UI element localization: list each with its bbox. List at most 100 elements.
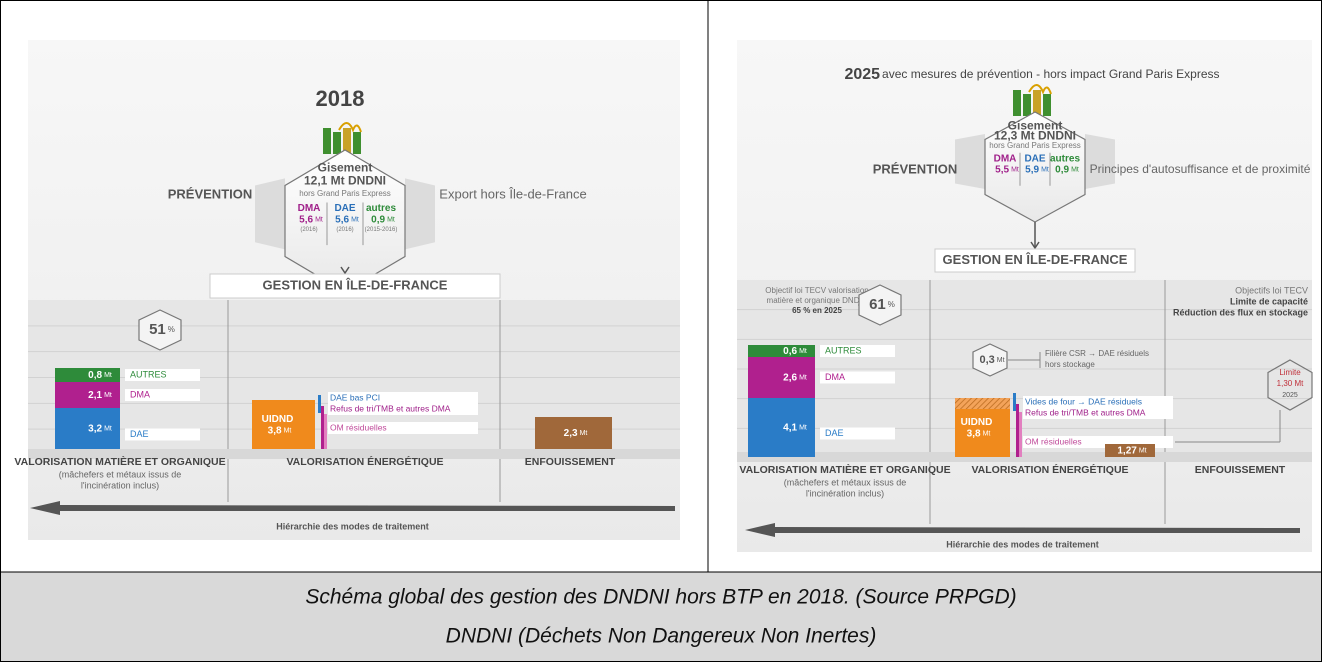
arrow-head bbox=[340, 266, 350, 275]
rate-value: 61% bbox=[869, 296, 895, 313]
stack-label: DAE bbox=[130, 429, 149, 439]
hierarchy-label: Hiérarchie des modes de traitement bbox=[276, 521, 429, 531]
rate-value-part: % bbox=[888, 300, 895, 309]
stack-value-part: Mt bbox=[104, 392, 112, 399]
part-value-part: Mt bbox=[387, 216, 395, 223]
part-value: 5,6 Mt bbox=[299, 214, 323, 225]
gisement-note: hors Grand Paris Express bbox=[299, 189, 391, 198]
energy-stripe bbox=[318, 395, 321, 413]
part-value-part: Mt bbox=[315, 216, 323, 223]
energy-stripe bbox=[1016, 404, 1019, 457]
column-note: (mâchefers et métaux issus de bbox=[784, 477, 907, 487]
part-value-part: 5,6 bbox=[335, 214, 349, 225]
part-note: (2016) bbox=[336, 227, 353, 233]
stack-label-box bbox=[125, 428, 200, 441]
landfill-value-part: Mt bbox=[1139, 447, 1147, 454]
stack-value: 0,6 Mt bbox=[783, 346, 807, 357]
stack-segment bbox=[748, 398, 815, 457]
side-label: Export hors Île-de-France bbox=[439, 186, 586, 201]
side-band bbox=[955, 134, 985, 189]
gisement-note: hors Grand Paris Express bbox=[989, 141, 1081, 150]
uidnd-name: UIDND bbox=[262, 414, 294, 425]
rate-value: 51% bbox=[149, 321, 175, 338]
rate-value-part: % bbox=[168, 325, 175, 334]
stack-value: 2,6 Mt bbox=[783, 372, 807, 383]
stack-segment bbox=[55, 368, 120, 382]
landfill-value: 2,3 Mt bbox=[564, 428, 588, 439]
objective-right: Objectifs loi TECV bbox=[1235, 285, 1308, 295]
stack-label: DMA bbox=[130, 389, 150, 399]
stack-label-box bbox=[125, 369, 200, 381]
objective-left: Objectif loi TECV valorisation bbox=[765, 286, 868, 295]
stack-value-part: 0,6 bbox=[783, 346, 797, 357]
objective-left: 65 % en 2025 bbox=[792, 306, 842, 315]
stack-value: 0,8 Mt bbox=[88, 370, 112, 381]
rate-value-part: 51 bbox=[149, 321, 166, 338]
energy-label: DAE bas PCI bbox=[330, 392, 380, 402]
factory-icon bbox=[333, 132, 341, 154]
rate-hexagon bbox=[138, 309, 182, 351]
uidnd-name: UIDND bbox=[961, 417, 993, 428]
uidnd-value: 3,8 Mt bbox=[967, 428, 991, 439]
energy-label-box bbox=[328, 422, 478, 434]
part-name: DAE bbox=[1024, 153, 1045, 164]
part-value-part: Mt bbox=[1071, 167, 1079, 174]
stack-value-part: Mt bbox=[799, 374, 807, 381]
factory-icon bbox=[343, 128, 351, 154]
rate-value-part: 61 bbox=[869, 296, 886, 313]
stack-segment bbox=[55, 408, 120, 449]
uidnd-hatch bbox=[955, 398, 1010, 409]
stack-label: AUTRES bbox=[825, 345, 862, 355]
part-value-part: Mt bbox=[351, 216, 359, 223]
column-label: VALORISATION ÉNERGÉTIQUE bbox=[971, 463, 1128, 476]
part-name: DMA bbox=[298, 203, 321, 214]
stack-label-box bbox=[820, 427, 895, 440]
csr-text: Filière CSR → DAE résiduels bbox=[1045, 349, 1149, 358]
caption-line: Schéma global des gestion des DNDNI hors… bbox=[305, 586, 1016, 609]
gestion-box bbox=[934, 248, 1136, 273]
part-note: (2016) bbox=[300, 227, 317, 233]
hierarchy-label: Hiérarchie des modes de traitement bbox=[946, 539, 1099, 549]
part-value: 5,9 Mt bbox=[1025, 164, 1049, 175]
stack-label-box bbox=[125, 389, 200, 401]
caption-cell bbox=[0, 572, 1322, 662]
gisement-amount: 12,3 Mt DNDNI bbox=[994, 128, 1076, 142]
prevention-label: PRÉVENTION bbox=[168, 186, 253, 201]
stack-label: DAE bbox=[825, 428, 844, 438]
gisement-title: Gisement bbox=[318, 161, 373, 175]
column-note: l'incinération inclus) bbox=[81, 480, 159, 490]
uidnd-value-part: Mt bbox=[284, 427, 292, 434]
part-value: 0,9 Mt bbox=[1055, 164, 1079, 175]
side-label: Principes d'autosuffisance et de proximi… bbox=[1090, 162, 1311, 176]
stack-segment bbox=[748, 357, 815, 398]
stack-value-part: 2,6 bbox=[783, 372, 797, 383]
part-name: autres bbox=[1050, 153, 1080, 164]
csr-value-part: 0,3 bbox=[979, 354, 994, 366]
objective-right: Réduction des flux en stockage bbox=[1173, 307, 1308, 317]
factory-icon bbox=[353, 132, 361, 154]
column-label: VALORISATION MATIÈRE ET ORGANIQUE bbox=[14, 455, 225, 468]
factory-icon bbox=[323, 128, 331, 154]
base-strip bbox=[737, 452, 1312, 462]
factory-icon bbox=[1043, 94, 1051, 116]
uidnd-value-part: Mt bbox=[983, 430, 991, 437]
energy-stripe bbox=[1019, 412, 1022, 457]
column-note: (mâchefers et métaux issus de bbox=[59, 469, 182, 479]
stack-value-part: Mt bbox=[104, 425, 112, 432]
stack-value-part: Mt bbox=[104, 372, 112, 379]
side-band bbox=[405, 178, 435, 250]
part-value-part: Mt bbox=[1011, 167, 1019, 174]
part-name: DMA bbox=[994, 153, 1017, 164]
hierarchy-arrow bbox=[745, 523, 1300, 537]
stack-value-part: 4,1 bbox=[783, 422, 797, 433]
column-label: VALORISATION ÉNERGÉTIQUE bbox=[286, 455, 443, 468]
energy-stripe bbox=[321, 406, 324, 449]
part-note: (2015-2016) bbox=[365, 227, 398, 233]
uidnd-value-part: 3,8 bbox=[268, 425, 282, 436]
part-value: 5,6 Mt bbox=[335, 214, 359, 225]
stack-value-part: 0,8 bbox=[88, 370, 102, 381]
caption-line: DNDNI (Déchets Non Dangereux Non Inertes… bbox=[446, 625, 877, 648]
side-band bbox=[1085, 134, 1115, 189]
